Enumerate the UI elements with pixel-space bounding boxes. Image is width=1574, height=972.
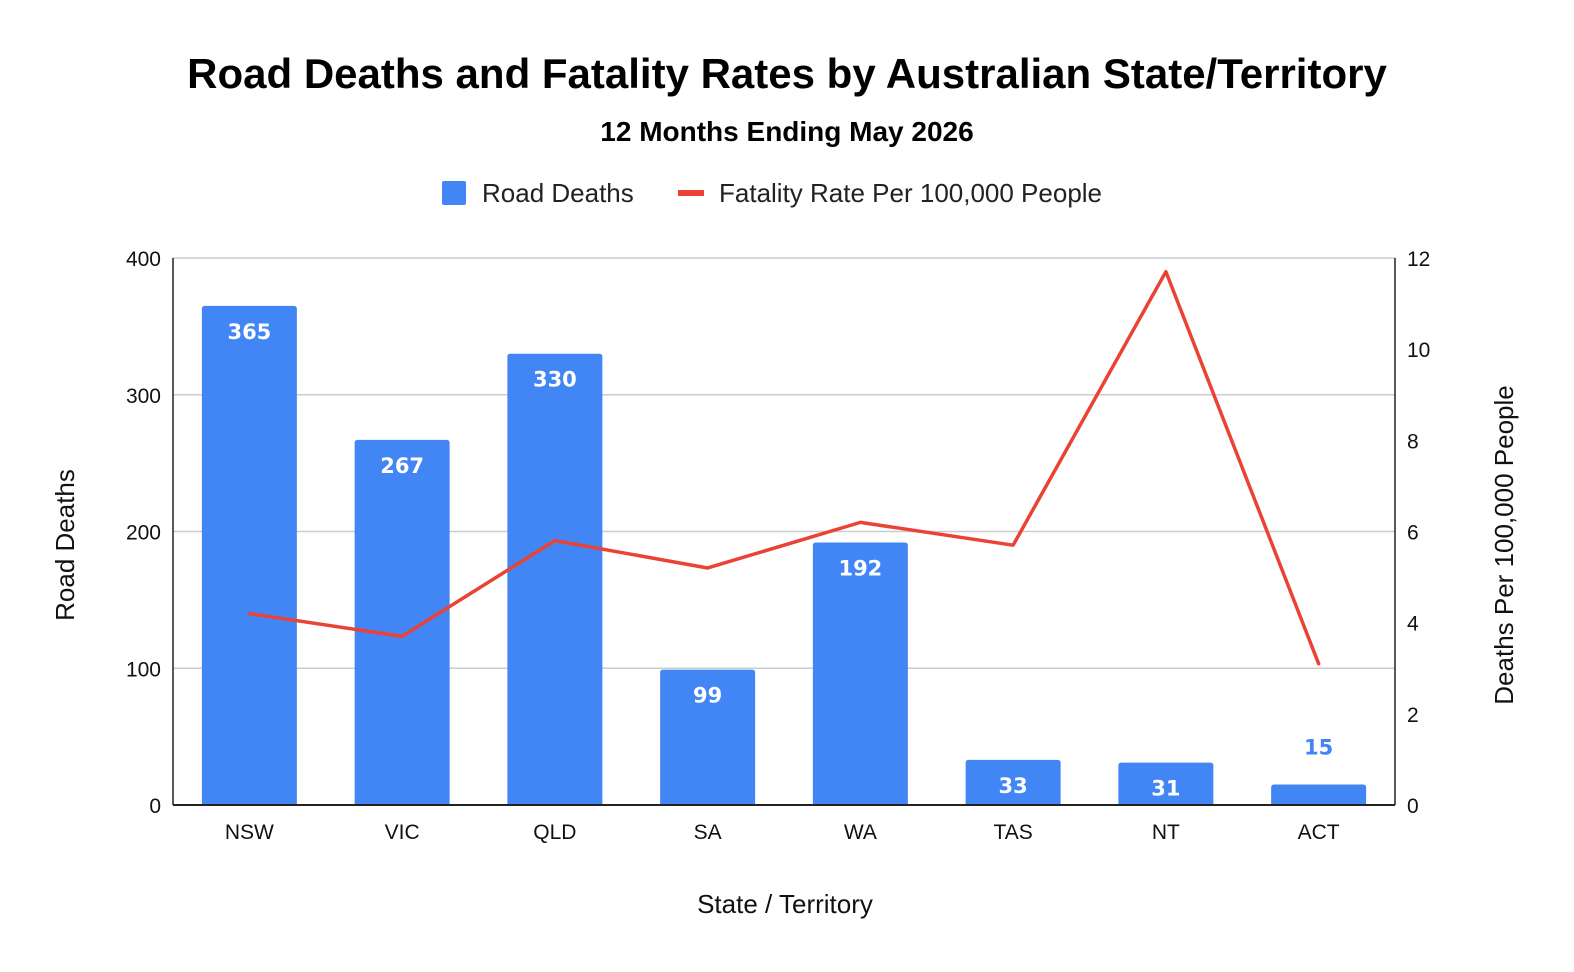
bar-tas: [965, 759, 1061, 805]
bar-data-label: 15: [1304, 735, 1333, 759]
y-tick-label-right: 0: [1407, 795, 1419, 818]
line-series: [247, 269, 1321, 666]
x-tick-label: NSW: [225, 821, 274, 844]
x-axis-title: State / Territory: [697, 889, 873, 919]
x-tick-label: SA: [694, 821, 722, 844]
legend-swatch-fatality-rate: [678, 190, 704, 196]
y-tick-label-right: 10: [1407, 339, 1430, 362]
bar-act: [1271, 784, 1367, 805]
bar-data-label: 330: [533, 368, 577, 392]
y-tick-label-right: 12: [1407, 248, 1430, 271]
bar-nt: [1118, 762, 1214, 805]
y-tick-label-right: 2: [1407, 704, 1419, 727]
bar-data-label: 99: [693, 684, 722, 708]
x-tick-label: TAS: [993, 821, 1032, 844]
x-axis-ticks: NSW VIC QLD SA WA TAS NT ACT: [225, 821, 1340, 844]
y-tick-label-left: 400: [126, 248, 161, 271]
y-tick-label-left: 300: [126, 385, 161, 408]
y-tick-label-left: 200: [126, 522, 161, 545]
bar-vic: [354, 439, 450, 805]
x-tick-label: QLD: [533, 821, 576, 844]
x-tick-label: VIC: [385, 821, 420, 844]
bar-qld: [507, 353, 603, 805]
bar-sa: [660, 669, 756, 805]
bar-nsw: [201, 305, 297, 805]
right-axis-ticks: 0 2 4 6 8 10 12: [1407, 248, 1430, 818]
y-axis-title-right: Deaths Per 100,000 People: [1489, 385, 1519, 704]
fatality-rate-line: [247, 269, 1321, 666]
bar-data-label: 31: [1151, 777, 1180, 801]
bar-data-label: 192: [838, 556, 882, 580]
x-tick-label: WA: [844, 821, 877, 844]
legend-label-road-deaths: Road Deaths: [482, 178, 634, 208]
legend-label-fatality-rate: Fatality Rate Per 100,000 People: [719, 178, 1102, 208]
x-tick-label: ACT: [1298, 821, 1340, 844]
bar-series: [201, 305, 1367, 805]
bar-data-label: 33: [999, 774, 1028, 798]
legend-swatch-road-deaths: [442, 181, 466, 205]
y-tick-label-left: 100: [126, 658, 161, 681]
y-tick-label-left: 0: [149, 795, 161, 818]
bar-wa: [812, 542, 908, 805]
chart-title: Road Deaths and Fatality Rates by Austra…: [187, 50, 1387, 97]
x-tick-label: NT: [1152, 821, 1180, 844]
axes: [172, 258, 1396, 806]
bar-data-labels: 365 267 330 99 192 33 31 15: [227, 320, 1333, 801]
chart-subtitle: 12 Months Ending May 2026: [600, 116, 973, 147]
y-tick-label-right: 6: [1407, 522, 1419, 545]
y-tick-label-right: 8: [1407, 430, 1419, 453]
bar-data-label: 267: [380, 454, 424, 478]
legend: Road Deaths Fatality Rate Per 100,000 Pe…: [442, 178, 1102, 208]
bar-data-label: 365: [227, 320, 271, 344]
left-axis-ticks: 0 100 200 300 400: [126, 248, 161, 818]
y-axis-title-left: Road Deaths: [50, 469, 80, 621]
y-tick-label-right: 4: [1407, 613, 1419, 636]
